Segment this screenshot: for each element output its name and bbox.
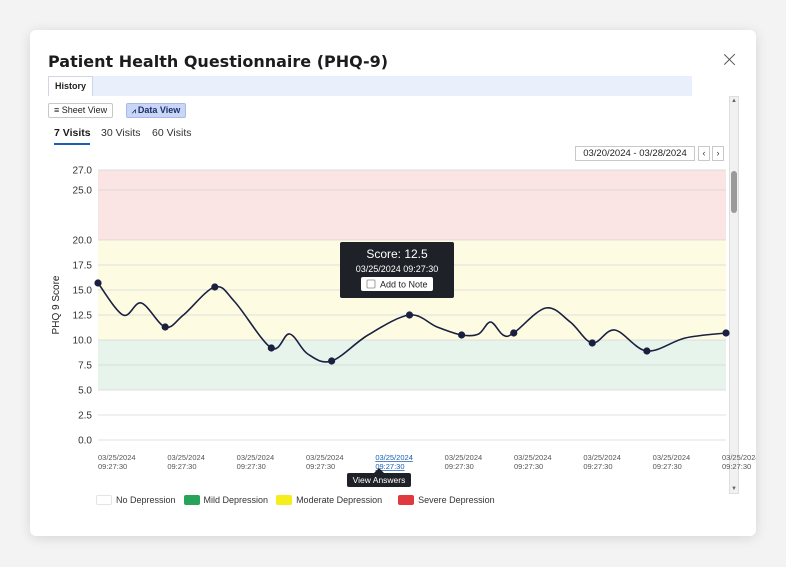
data-point[interactable] <box>643 347 651 355</box>
data-point[interactable] <box>161 323 169 331</box>
y-tick-label: 20.0 <box>73 236 93 247</box>
x-tick-date[interactable]: 03/25/2024 <box>375 453 413 462</box>
y-tick-label: 7.5 <box>78 361 92 372</box>
tooltip-datetime: 03/25/2024 09:27:30 <box>356 264 439 274</box>
x-tick-time[interactable]: 09:27:30 <box>375 462 404 471</box>
y-tick-label: 15.0 <box>73 286 93 297</box>
view-answers-tooltip-arrow <box>374 468 384 473</box>
y-tick-label: 12.5 <box>73 311 93 322</box>
legend-swatch <box>96 495 112 505</box>
prev-range-button[interactable]: ‹ <box>698 146 710 161</box>
y-tick-label: 10.0 <box>73 336 93 347</box>
sheet-view-label: Sheet View <box>61 105 108 115</box>
active-tab-indicator <box>54 143 90 145</box>
y-tick-label: 17.5 <box>73 261 93 272</box>
data-point[interactable] <box>722 329 730 337</box>
data-view-button[interactable]: ⩘ Data View <box>126 103 187 118</box>
dialog-title: Patient Health Questionnaire (PHQ-9) <box>48 52 389 71</box>
x-tick-time[interactable]: 09:27:30 <box>445 462 474 471</box>
tab-30-visits[interactable]: 30 Visits <box>101 127 141 139</box>
legend-swatch <box>398 495 415 505</box>
data-point[interactable] <box>588 339 596 347</box>
x-tick-date[interactable]: 03/25/2024 <box>306 453 344 462</box>
date-range-field[interactable]: 03/20/2024 - 03/28/2024 <box>575 146 695 161</box>
view-answers-tooltip <box>347 473 411 487</box>
legend-label: Mild Depression <box>203 495 269 505</box>
add-to-note-label: Add to Note <box>380 280 428 290</box>
y-tick-label: 0.0 <box>78 436 92 447</box>
y-tick-label: 25.0 <box>73 186 93 197</box>
legend-no-depression: No Depression <box>96 495 176 505</box>
legend-swatch <box>183 495 200 505</box>
x-tick-time[interactable]: 09:27:30 <box>98 462 127 471</box>
next-range-button[interactable]: › <box>712 146 724 161</box>
x-tick-time[interactable]: 09:27:30 <box>722 462 751 471</box>
tab-7-visits[interactable]: 7 Visits <box>54 127 91 139</box>
legend-label: Moderate Depression <box>296 495 383 505</box>
data-point[interactable] <box>458 331 466 339</box>
data-view-label: Data View <box>137 105 181 115</box>
view-answers-label[interactable]: View Answers <box>353 475 406 485</box>
y-tick-label: 27.0 <box>73 166 93 177</box>
scroll-down-icon[interactable]: ▼ <box>731 486 737 492</box>
history-bar: History <box>48 76 692 96</box>
data-point[interactable] <box>405 311 414 319</box>
x-tick-date[interactable]: 03/25/2024 <box>514 453 552 462</box>
x-tick-time[interactable]: 09:27:30 <box>653 462 682 471</box>
phq9-chart: 27.0 25.0 20.0 17.5 15.0 12.5 10.0 7.5 5.0 2.5 0.0… <box>51 166 756 487</box>
x-tick-date[interactable]: 03/25/2024 <box>237 453 275 462</box>
x-tick-time[interactable]: 09:27:30 <box>306 462 335 471</box>
chart-icon: ⩘ <box>132 108 138 115</box>
x-tick-date[interactable]: 03/25/2024 <box>722 453 756 462</box>
data-point[interactable] <box>267 344 275 352</box>
data-point[interactable] <box>328 357 336 365</box>
data-point[interactable] <box>211 283 219 291</box>
tooltip-score: Score: 12.5 <box>366 247 428 261</box>
data-point[interactable] <box>94 279 102 287</box>
data-point[interactable] <box>510 329 518 337</box>
legend-label: Severe Depression <box>418 495 495 505</box>
x-tick-date[interactable]: 03/25/2024 <box>583 453 621 462</box>
legend-severe-depression: Severe Depression <box>398 495 495 505</box>
scrollbar-thumb[interactable] <box>731 171 737 213</box>
y-tick-label: 2.5 <box>78 411 92 422</box>
legend-moderate-depression: Moderate Depression <box>276 495 382 505</box>
scrollbar[interactable]: ▲ ▼ <box>729 96 739 494</box>
scroll-up-icon[interactable]: ▲ <box>731 98 737 104</box>
x-tick-date[interactable]: 03/25/2024 <box>445 453 483 462</box>
x-tick-date[interactable]: 03/25/2024 <box>653 453 691 462</box>
legend-mild-depression: Mild Depression <box>183 495 269 505</box>
y-axis-label: PHQ 9 Score <box>51 275 62 334</box>
history-tab[interactable]: History <box>48 76 94 96</box>
y-tick-label: 5.0 <box>78 386 92 397</box>
legend-swatch <box>276 495 293 505</box>
x-tick-date[interactable]: 03/25/2024 <box>167 453 205 462</box>
list-icon: ≡ <box>54 105 62 115</box>
checkbox-icon[interactable] <box>366 279 376 289</box>
x-tick-date[interactable]: 03/25/2024 <box>98 453 136 462</box>
tab-60-visits[interactable]: 60 Visits <box>152 127 192 139</box>
phq9-dialog: Patient Health Questionnaire (PHQ-9) His… <box>30 30 756 536</box>
add-to-note-button[interactable] <box>361 277 433 291</box>
x-tick-time[interactable]: 09:27:30 <box>167 462 196 471</box>
legend: No Depression Mild Depression Moderate D… <box>96 494 495 506</box>
band-severe-depression <box>98 170 726 240</box>
x-tick-time[interactable]: 09:27:30 <box>237 462 266 471</box>
legend-label: No Depression <box>116 495 176 505</box>
x-tick-time[interactable]: 09:27:30 <box>514 462 543 471</box>
x-tick-time[interactable]: 09:27:30 <box>583 462 612 471</box>
sheet-view-button[interactable]: ≡ Sheet View <box>48 103 114 118</box>
